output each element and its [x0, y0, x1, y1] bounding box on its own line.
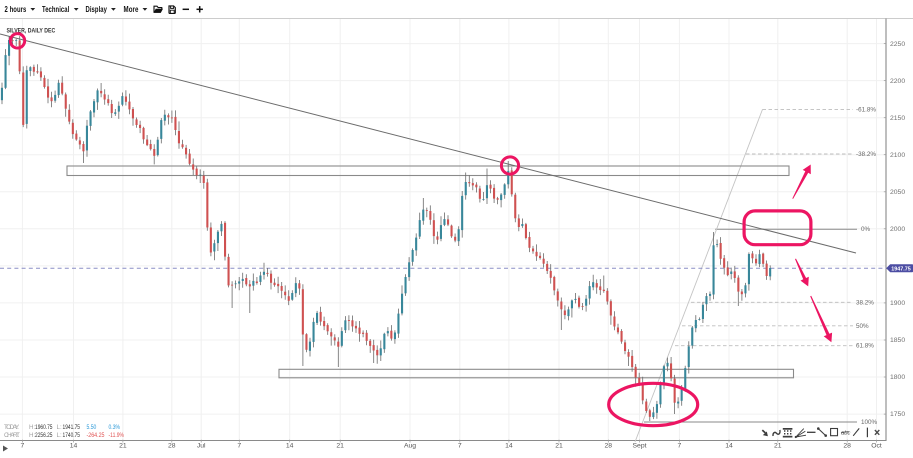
svg-text:abc: abc [841, 431, 850, 437]
svg-text:1947.75: 1947.75 [891, 266, 911, 272]
svg-text:7: 7 [21, 443, 25, 450]
svg-text:H:: H: [29, 432, 35, 439]
svg-text:Aug: Aug [404, 443, 416, 450]
svg-text:2000: 2000 [890, 226, 905, 233]
svg-text:14: 14 [286, 443, 294, 450]
svg-text:1740.75: 1740.75 [63, 432, 81, 439]
svg-text:Oct: Oct [871, 443, 882, 450]
svg-text:L:: L: [57, 432, 62, 439]
svg-text:14: 14 [70, 443, 78, 450]
svg-text:TODAY:: TODAY: [4, 424, 19, 431]
svg-text:Display: Display [86, 5, 108, 14]
svg-text:1900: 1900 [890, 300, 905, 307]
svg-text:-264.25: -264.25 [87, 432, 105, 439]
svg-text:21: 21 [555, 443, 563, 450]
svg-text:L:: L: [57, 424, 62, 431]
svg-text:1850: 1850 [890, 337, 905, 344]
svg-text:28: 28 [168, 443, 176, 450]
svg-text:0%: 0% [861, 226, 871, 233]
svg-text:2200: 2200 [890, 78, 905, 85]
svg-text:61.8%: 61.8% [856, 343, 874, 350]
svg-text:7: 7 [237, 443, 241, 450]
svg-text:Jul: Jul [197, 443, 206, 450]
svg-text:1800: 1800 [890, 374, 905, 381]
svg-text:14: 14 [725, 443, 733, 450]
svg-text:-11.9%: -11.9% [109, 432, 125, 439]
svg-text:SILVER, DAILY DEC: SILVER, DAILY DEC [7, 27, 56, 34]
svg-text:-38.2%: -38.2% [856, 151, 876, 158]
svg-text:H:: H: [29, 424, 35, 431]
svg-text:21: 21 [336, 443, 344, 450]
svg-text:28: 28 [843, 443, 851, 450]
svg-text:50%: 50% [856, 323, 869, 330]
svg-text:Sept: Sept [633, 443, 647, 450]
svg-text:2100: 2100 [890, 152, 905, 159]
svg-text:2150: 2150 [890, 115, 905, 122]
svg-text:7: 7 [458, 443, 462, 450]
svg-text:14: 14 [505, 443, 513, 450]
svg-text:More: More [124, 5, 139, 14]
svg-text:0.3%: 0.3% [109, 424, 121, 431]
svg-text:Technical: Technical [42, 5, 69, 14]
svg-text:1941.75: 1941.75 [63, 424, 81, 431]
svg-text:2 hours: 2 hours [5, 5, 27, 14]
svg-text:2250: 2250 [890, 41, 905, 48]
svg-text:28: 28 [605, 443, 613, 450]
svg-text:21: 21 [774, 443, 782, 450]
svg-text:1960.75: 1960.75 [35, 424, 53, 431]
svg-text:2050: 2050 [890, 189, 905, 196]
svg-text:2256.25: 2256.25 [35, 432, 53, 439]
svg-text:100%: 100% [861, 419, 878, 426]
svg-text:21: 21 [119, 443, 127, 450]
svg-text:1750: 1750 [890, 411, 905, 418]
svg-text:CHART:: CHART: [4, 432, 20, 439]
svg-text:38.2%: 38.2% [856, 299, 874, 306]
svg-text:7: 7 [678, 443, 682, 450]
svg-text:-61.8%: -61.8% [856, 106, 876, 113]
svg-text:5.50: 5.50 [87, 424, 97, 431]
